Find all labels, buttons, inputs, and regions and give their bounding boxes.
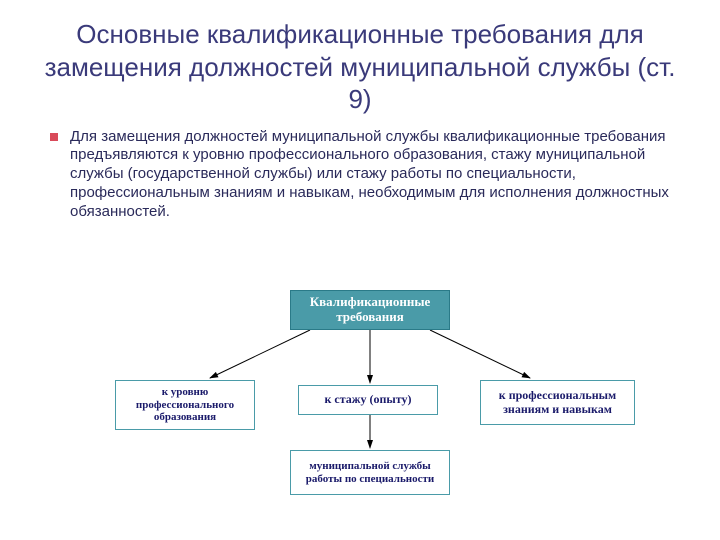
paragraph-text: Для замещения должностей муниципальной с… (70, 128, 669, 220)
diagram-edge (210, 330, 310, 378)
diagram-node-mid: к стажу (опыту) (298, 385, 438, 415)
diagram-node-right: к профессиональным знаниям и навыкам (480, 380, 635, 425)
diagram-node-bottom: муниципальной службы работы по специальн… (290, 450, 450, 495)
diagram-node-left: к уровню профессионального образования (115, 380, 255, 430)
qualification-diagram: Квалификационные требования к уровню проф… (0, 290, 720, 530)
diagram-edge (430, 330, 530, 378)
page-title: Основные квалификационные требования для… (0, 0, 720, 124)
diagram-node-root: Квалификационные требования (290, 290, 450, 330)
body-paragraph: Для замещения должностей муниципальной с… (0, 124, 720, 222)
bullet-icon (50, 133, 58, 141)
